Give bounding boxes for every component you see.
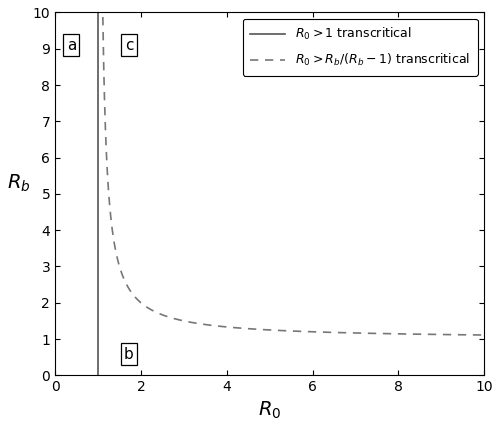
Text: b: b	[124, 347, 134, 362]
Text: a: a	[66, 38, 76, 53]
X-axis label: $R_0$: $R_0$	[258, 400, 281, 421]
Legend: $R_0>1$ transcritical, $R_0>R_b/(R_b-1)$ transcritical: $R_0>1$ transcritical, $R_0>R_b/(R_b-1)$…	[243, 19, 478, 76]
Y-axis label: $R_b$: $R_b$	[7, 172, 30, 194]
Text: c: c	[124, 38, 133, 53]
